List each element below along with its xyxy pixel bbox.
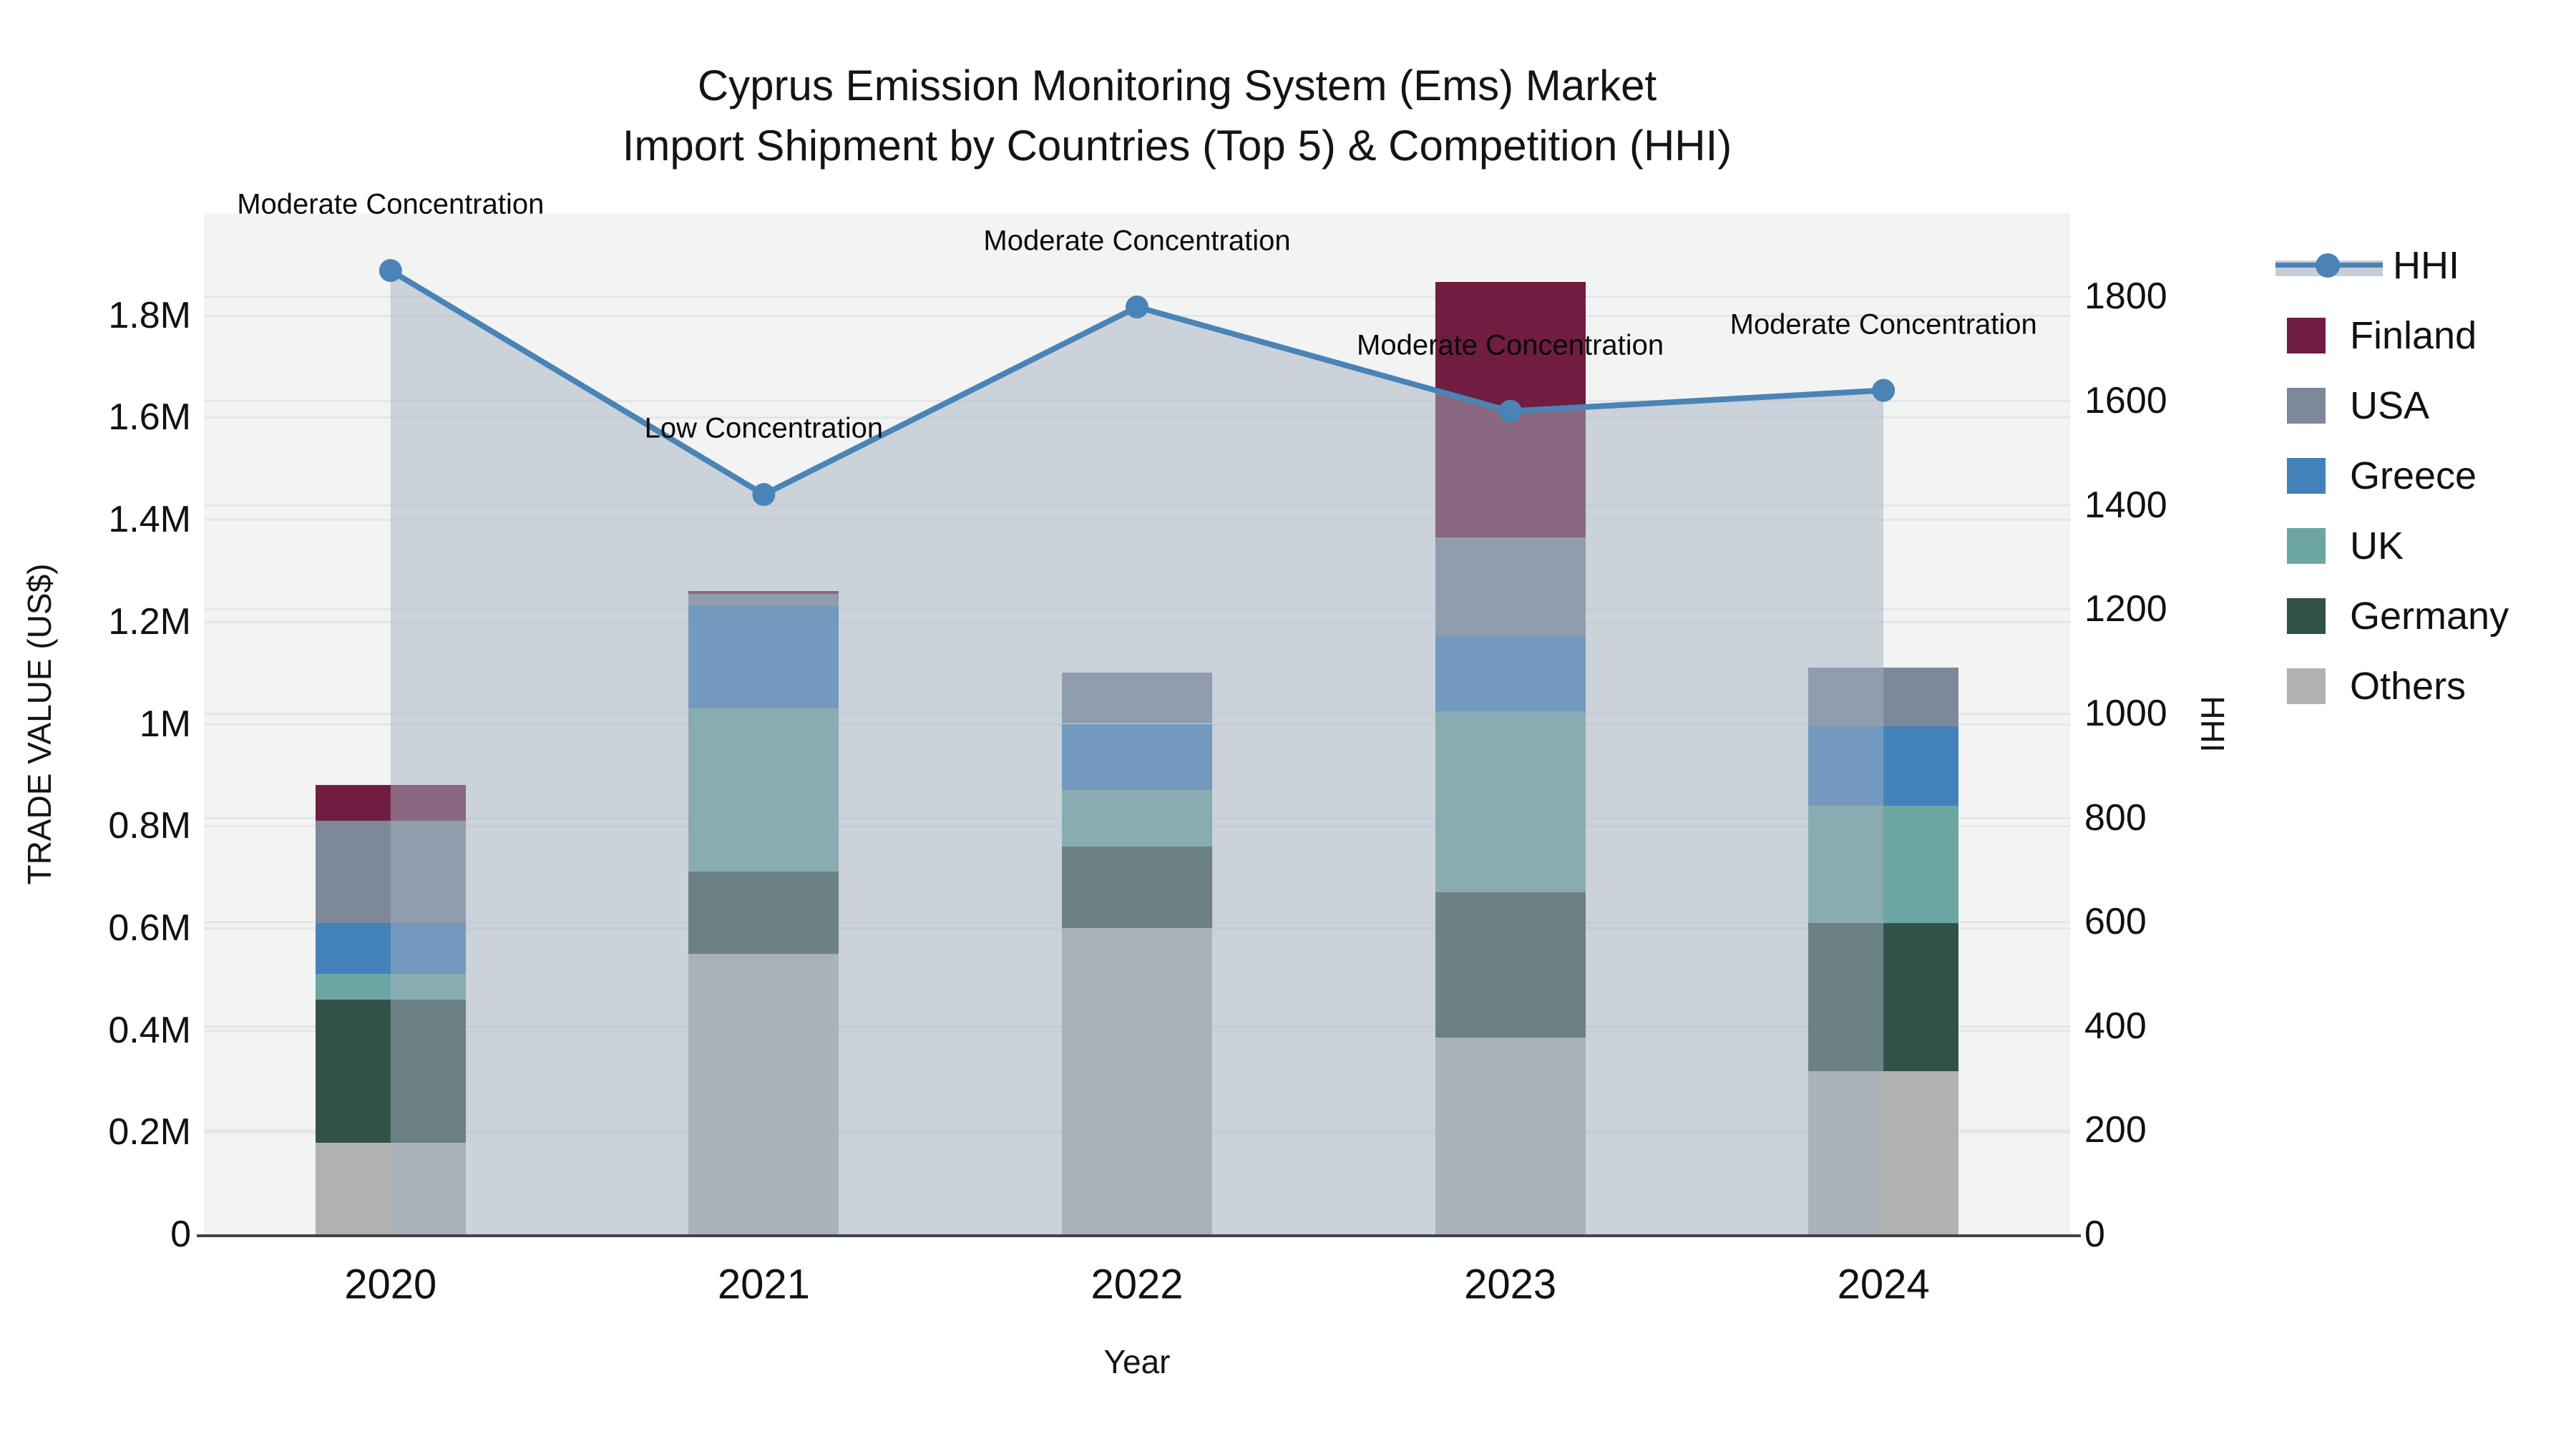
x-tick-label-2024: 2024 bbox=[1837, 1261, 1930, 1308]
hhi-legend-marker-icon bbox=[2316, 253, 2340, 278]
left-axis-tick-label: 0.2M bbox=[108, 1111, 191, 1153]
right-axis-tick-label: 1800 bbox=[2084, 275, 2167, 318]
left-axis-tick-label: 0.8M bbox=[108, 805, 191, 847]
concentration-annotation-2024: Moderate Concentration bbox=[1729, 308, 2037, 341]
hhi-area-fill bbox=[390, 270, 1884, 1235]
legend-item-greece[interactable]: Greece bbox=[2275, 454, 2477, 498]
legend-swatch-usa bbox=[2287, 388, 2326, 424]
legend-label: Germany bbox=[2350, 595, 2509, 638]
chart-title-line1: Cyprus Emission Monitoring System (Ems) … bbox=[697, 62, 1657, 109]
legend-swatch-germany bbox=[2287, 598, 2326, 634]
legend-swatch-others bbox=[2287, 668, 2326, 704]
x-tick-label-2020: 2020 bbox=[344, 1261, 437, 1308]
chart-title: Cyprus Emission Monitoring System (Ems) … bbox=[623, 56, 1732, 176]
x-tick-label-2022: 2022 bbox=[1091, 1261, 1184, 1308]
legend-item-uk[interactable]: UK bbox=[2275, 524, 2404, 568]
legend-label: Others bbox=[2350, 665, 2467, 708]
legend-label: USA bbox=[2350, 384, 2430, 427]
hhi-marker-2024[interactable] bbox=[1872, 379, 1896, 402]
legend-label: HHI bbox=[2393, 244, 2459, 287]
concentration-annotation-2023: Moderate Concentration bbox=[1357, 329, 1664, 361]
legend-swatch-uk bbox=[2287, 528, 2326, 564]
right-axis-tick-label: 0 bbox=[2084, 1214, 2105, 1255]
right-axis-tick-label: 1000 bbox=[2084, 692, 2167, 734]
right-axis-tick-label: 200 bbox=[2084, 1109, 2147, 1151]
left-axis-tick-label: 1.4M bbox=[108, 499, 191, 541]
chart-title-line2: Import Shipment by Countries (Top 5) & C… bbox=[622, 122, 1732, 170]
hhi-marker-2021[interactable] bbox=[752, 483, 776, 507]
right-axis-tick-label: 1600 bbox=[2084, 380, 2167, 422]
left-axis-tick-label: 0 bbox=[170, 1214, 191, 1255]
hhi-marker-2020[interactable] bbox=[379, 259, 402, 283]
legend-label: UK bbox=[2350, 525, 2404, 567]
right-axis-tick-label: 600 bbox=[2084, 901, 2147, 943]
legend-item-others[interactable]: Others bbox=[2275, 664, 2466, 708]
concentration-annotation-2021: Low Concentration bbox=[644, 412, 884, 444]
legend-swatch-greece bbox=[2287, 458, 2326, 494]
x-tick-label-2021: 2021 bbox=[717, 1261, 810, 1308]
x-axis-title: Year bbox=[1103, 1343, 1171, 1380]
left-axis-tick-label: 1.8M bbox=[108, 294, 191, 336]
legend-label: Greece bbox=[2350, 454, 2477, 497]
left-axis-tick-label: 1.6M bbox=[108, 396, 191, 439]
left-axis-tick-label: 1.2M bbox=[108, 600, 191, 643]
hhi-marker-2023[interactable] bbox=[1498, 399, 1522, 423]
legend-label: Finland bbox=[2350, 314, 2477, 357]
x-axis-line bbox=[197, 1234, 2081, 1237]
left-axis-title: TRADE VALUE (US$) bbox=[21, 562, 58, 885]
left-axis-tick-label: 1M bbox=[139, 703, 191, 745]
right-axis-tick-label: 800 bbox=[2084, 796, 2147, 839]
legend-item-finland[interactable]: Finland bbox=[2275, 313, 2477, 358]
right-axis-title: HHI bbox=[2194, 695, 2231, 753]
legend-item-hhi[interactable]: HHI bbox=[2275, 243, 2459, 288]
left-axis-tick-label: 0.4M bbox=[108, 1009, 191, 1051]
concentration-annotation-2020: Moderate Concentration bbox=[237, 188, 545, 220]
legend-item-germany[interactable]: Germany bbox=[2275, 594, 2509, 638]
right-axis-tick-label: 1200 bbox=[2084, 588, 2167, 630]
left-axis-tick-label: 0.6M bbox=[108, 907, 191, 949]
hhi-legend-line-icon bbox=[2275, 248, 2383, 283]
x-tick-label-2023: 2023 bbox=[1464, 1261, 1557, 1308]
legend-swatch-finland bbox=[2287, 318, 2326, 353]
legend-item-usa[interactable]: USA bbox=[2275, 384, 2429, 428]
concentration-annotation-2022: Moderate Concentration bbox=[983, 225, 1291, 257]
right-axis-tick-label: 1400 bbox=[2084, 484, 2167, 526]
right-axis-tick-label: 400 bbox=[2084, 1005, 2147, 1047]
hhi-marker-2022[interactable] bbox=[1126, 296, 1148, 319]
